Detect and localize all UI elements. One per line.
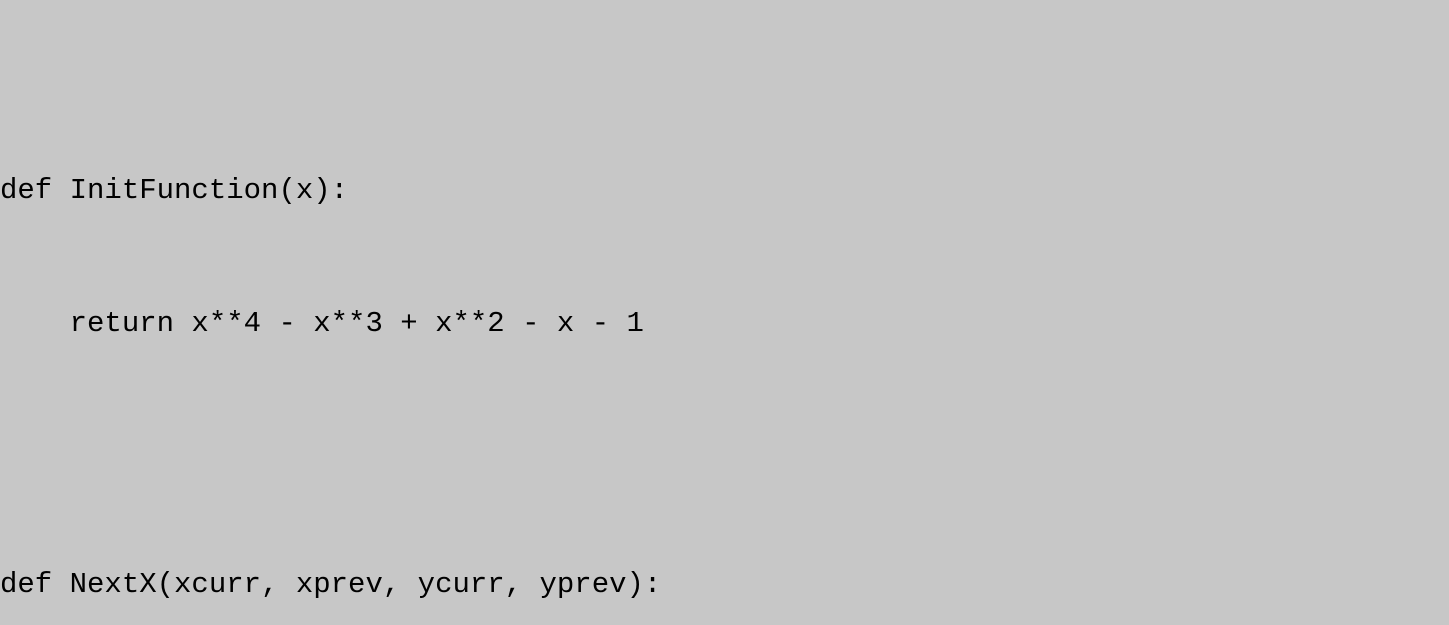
code-line — [0, 377, 1449, 406]
code-line: def InitFunction(x): — [0, 174, 1449, 209]
code-line — [0, 441, 1449, 470]
code-line — [0, 244, 1449, 273]
code-line: return x**4 - x**3 + x**2 - x - 1 — [0, 307, 1449, 342]
code-line: def NextX(xcurr, xprev, ycurr, yprev): — [0, 568, 1449, 603]
code-snippet: def InitFunction(x): return x**4 - x**3 … — [0, 139, 1449, 625]
code-line — [0, 505, 1449, 534]
